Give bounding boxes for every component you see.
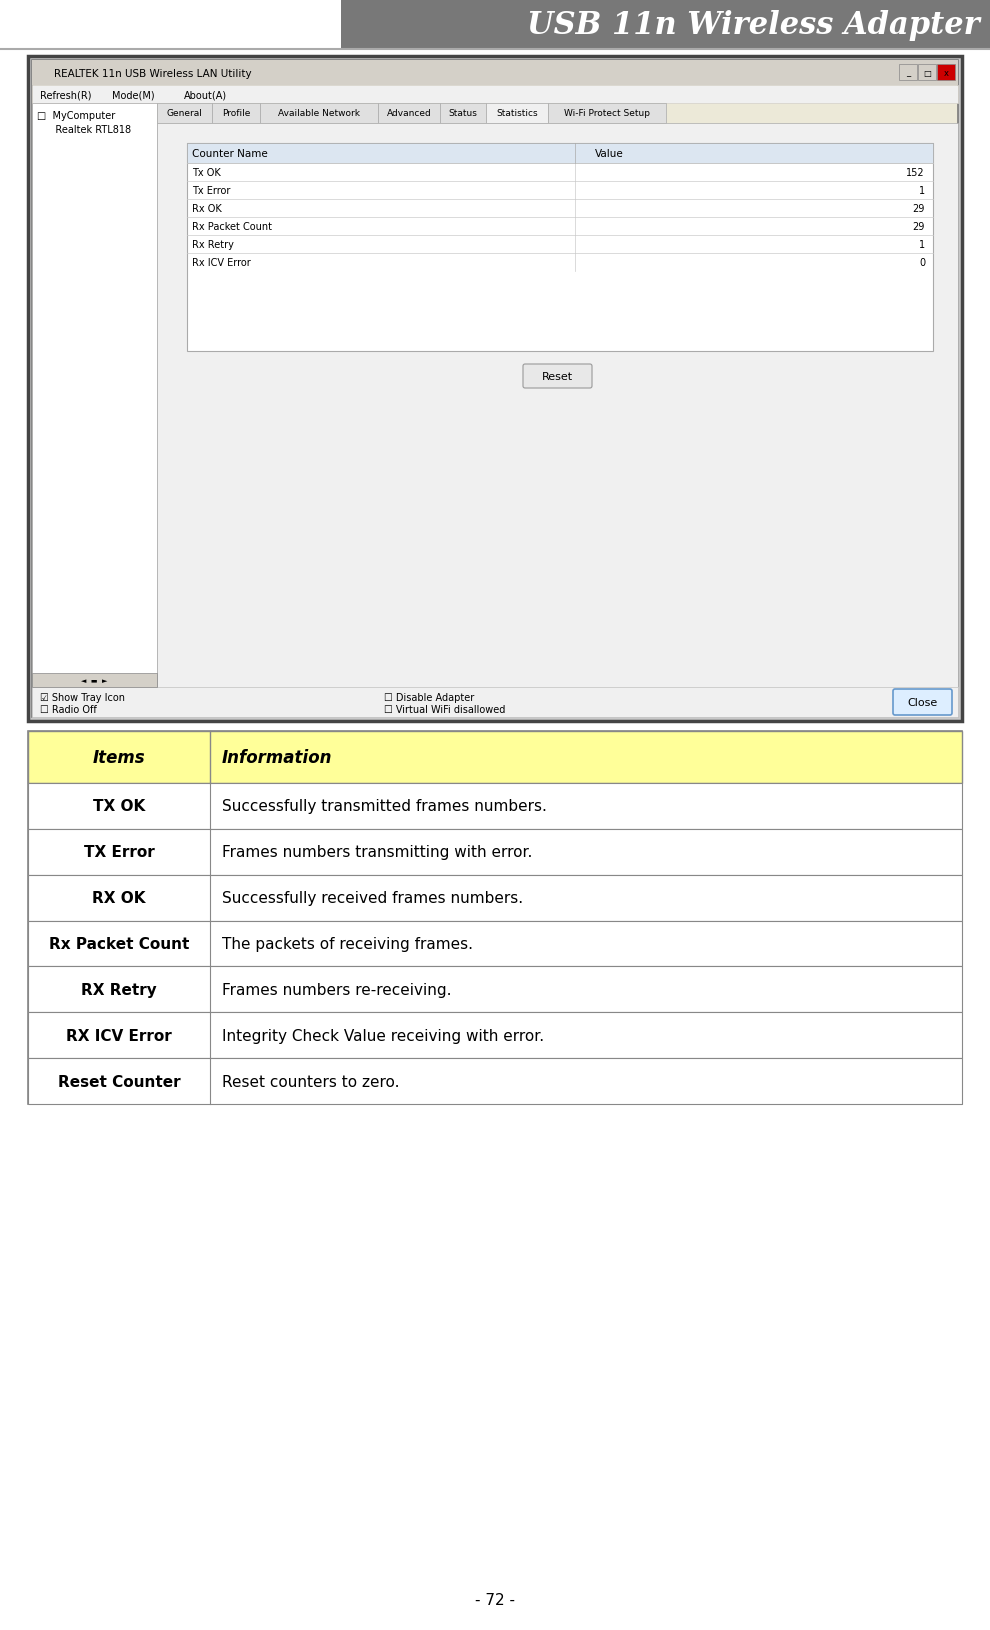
Text: Mode(M): Mode(M) <box>112 90 154 99</box>
Bar <box>260 104 378 124</box>
Text: _: _ <box>906 68 910 78</box>
Text: Counter Name: Counter Name <box>192 148 267 158</box>
Text: Tx Error: Tx Error <box>192 186 231 196</box>
Text: Available Network: Available Network <box>278 109 360 119</box>
Bar <box>32 104 157 688</box>
Bar <box>32 86 958 104</box>
Text: □  MyComputer: □ MyComputer <box>37 111 115 121</box>
Bar <box>918 65 936 82</box>
Text: Advanced: Advanced <box>387 109 432 119</box>
Bar <box>28 921 962 967</box>
Text: Reset Counter: Reset Counter <box>57 1074 180 1089</box>
Bar <box>548 104 666 124</box>
Text: RX ICV Error: RX ICV Error <box>66 1029 172 1043</box>
Text: Status: Status <box>448 109 477 119</box>
Text: Close: Close <box>908 698 938 707</box>
Text: ☐ Radio Off: ☐ Radio Off <box>40 704 97 714</box>
Text: Value: Value <box>595 148 624 158</box>
Text: TX OK: TX OK <box>93 799 146 813</box>
Text: 1: 1 <box>919 186 925 196</box>
Text: Statistics: Statistics <box>496 109 538 119</box>
Bar <box>32 688 958 717</box>
Bar <box>28 57 962 722</box>
Text: Wi-Fi Protect Setup: Wi-Fi Protect Setup <box>564 109 650 119</box>
Bar <box>486 104 548 124</box>
Bar <box>32 60 958 86</box>
Text: Rx Packet Count: Rx Packet Count <box>49 936 189 952</box>
Text: General: General <box>166 109 202 119</box>
Bar <box>0 0 990 51</box>
Bar <box>32 673 157 688</box>
Text: RX OK: RX OK <box>92 890 146 906</box>
Bar <box>378 104 440 124</box>
Text: ☐ Virtual WiFi disallowed: ☐ Virtual WiFi disallowed <box>384 704 505 714</box>
Text: USB 11n Wireless Adapter: USB 11n Wireless Adapter <box>528 10 980 41</box>
Text: Rx OK: Rx OK <box>192 204 222 214</box>
Text: Rx Packet Count: Rx Packet Count <box>192 222 272 231</box>
Text: The packets of receiving frames.: The packets of receiving frames. <box>222 936 473 952</box>
Bar <box>28 732 962 1104</box>
Text: REALTEK 11n USB Wireless LAN Utility: REALTEK 11n USB Wireless LAN Utility <box>54 68 251 78</box>
Bar <box>0 0 341 51</box>
Bar <box>187 143 933 352</box>
Text: Refresh(R): Refresh(R) <box>40 90 91 99</box>
Bar <box>28 732 962 784</box>
Bar <box>28 784 962 830</box>
Bar <box>157 124 958 688</box>
Bar <box>28 830 962 875</box>
Text: ◄  ▬  ►: ◄ ▬ ► <box>81 678 108 683</box>
Bar <box>28 1012 962 1058</box>
Text: x: x <box>943 68 948 78</box>
Text: Rx Retry: Rx Retry <box>192 240 234 249</box>
Text: Items: Items <box>93 748 146 766</box>
Bar <box>32 60 958 717</box>
Text: ☑ Show Tray Icon: ☑ Show Tray Icon <box>40 693 125 703</box>
Text: Frames numbers transmitting with error.: Frames numbers transmitting with error. <box>222 844 533 859</box>
Text: 1: 1 <box>919 240 925 249</box>
Bar <box>28 875 962 921</box>
Text: □: □ <box>923 68 931 78</box>
Text: - 72 -: - 72 - <box>475 1593 515 1607</box>
Text: About(A): About(A) <box>184 90 227 99</box>
Text: Information: Information <box>222 748 333 766</box>
Bar <box>212 104 260 124</box>
Text: Rx ICV Error: Rx ICV Error <box>192 258 250 267</box>
Text: RX Retry: RX Retry <box>81 983 157 998</box>
Text: Reset: Reset <box>542 372 573 381</box>
Text: 0: 0 <box>919 258 925 267</box>
Text: TX Error: TX Error <box>84 844 154 859</box>
Bar <box>28 1058 962 1104</box>
FancyBboxPatch shape <box>523 365 592 390</box>
Text: Successfully transmitted frames numbers.: Successfully transmitted frames numbers. <box>222 799 547 813</box>
Bar <box>28 967 962 1012</box>
Text: Frames numbers re-receiving.: Frames numbers re-receiving. <box>222 983 451 998</box>
Text: Successfully received frames numbers.: Successfully received frames numbers. <box>222 890 524 906</box>
Bar <box>32 60 958 86</box>
Bar <box>937 65 955 82</box>
Bar <box>157 104 212 124</box>
Bar <box>440 104 486 124</box>
Text: Reset counters to zero.: Reset counters to zero. <box>222 1074 400 1089</box>
Text: 29: 29 <box>913 204 925 214</box>
Text: Integrity Check Value receiving with error.: Integrity Check Value receiving with err… <box>222 1029 544 1043</box>
FancyBboxPatch shape <box>893 689 952 716</box>
Text: ☐ Disable Adapter: ☐ Disable Adapter <box>384 693 474 703</box>
Bar <box>899 65 917 82</box>
Text: Tx OK: Tx OK <box>192 168 221 178</box>
Text: 152: 152 <box>907 168 925 178</box>
Text: Profile: Profile <box>222 109 250 119</box>
Text: 29: 29 <box>913 222 925 231</box>
Bar <box>187 143 933 165</box>
Text: Realtek RTL818: Realtek RTL818 <box>46 126 131 135</box>
